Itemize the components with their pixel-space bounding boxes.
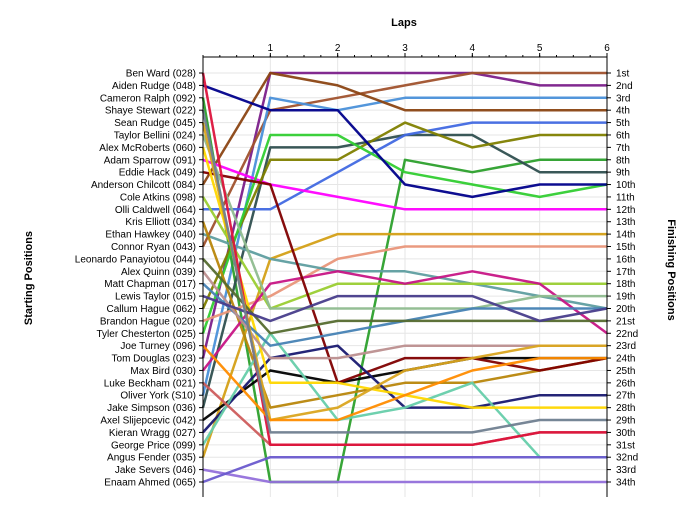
starting-position-label: Cameron Ralph (092): [100, 93, 196, 104]
starting-position-label: Jake Severs (046): [115, 465, 196, 476]
starting-position-label: Brandon Hague (020): [100, 316, 196, 327]
starting-position-label: Olli Caldwell (064): [115, 205, 196, 216]
series-line-27: [201, 72, 607, 447]
starting-position-label: Lewis Taylor (015): [115, 292, 196, 303]
series-lines: [201, 71, 608, 484]
finishing-position-label: 31st: [616, 440, 635, 451]
starting-position-label: Adam Sparrow (091): [104, 155, 196, 166]
starting-position-label: Leonardo Panayiotou (044): [75, 254, 196, 265]
y-axis-title-left: Starting Positions: [23, 231, 35, 325]
axes: [199, 53, 611, 497]
finishing-position-label: 3rd: [616, 93, 630, 104]
series-line-9: [201, 121, 607, 310]
finishing-position-label: 6th: [616, 130, 630, 141]
starting-position-label: Alex Quinn (039): [121, 267, 196, 278]
finishing-position-label: 17th: [616, 267, 635, 278]
x-tick-label: 3: [402, 43, 408, 54]
starting-position-label: Tyler Chesterton (025): [97, 329, 197, 340]
starting-position-label: Ben Ward (028): [126, 69, 196, 80]
series-line-18: [202, 270, 608, 372]
finishing-position-label: 15th: [616, 242, 635, 253]
series-line-31: [202, 294, 608, 323]
finishing-position-label: 11th: [616, 192, 635, 203]
tick-labels: 1 2 3 4 5 6 Ben Ward (028)Aiden Rudge (048)Cam…: [75, 43, 638, 489]
series-line-20: [202, 170, 608, 385]
starting-position-label: Connor Ryan (043): [111, 242, 196, 253]
starting-position-label: Angus Fender (035): [107, 453, 196, 464]
series-line-4: [201, 71, 607, 186]
series-line-10: [201, 133, 608, 334]
finishing-position-label: 27th: [616, 391, 635, 402]
finishing-position-label: 5th: [616, 118, 630, 129]
finishing-position-label: 23rd: [616, 341, 636, 352]
starting-position-label: Joe Turney (096): [120, 341, 196, 352]
finishing-position-label: 20th: [616, 304, 635, 315]
series-line-32: [202, 344, 607, 422]
series-line-11: [202, 84, 607, 199]
starting-position-label: Kieran Wragg (027): [109, 428, 196, 439]
starting-position-label: Sean Rudge (045): [114, 118, 196, 129]
finishing-position-label: 16th: [616, 254, 635, 265]
finishing-position-label: 10th: [616, 180, 635, 191]
series-line-34: [202, 455, 607, 484]
starting-position-label: Enaam Ahmed (065): [104, 478, 196, 489]
series-line-13: [202, 245, 607, 323]
starting-position-label: Kris Elliott (034): [125, 217, 196, 228]
finishing-position-label: 24th: [616, 354, 635, 365]
starting-position-label: Cole Atkins (098): [120, 192, 196, 203]
starting-position-label: Max Bird (030): [130, 366, 196, 377]
finishing-position-label: 13th: [616, 217, 635, 228]
x-tick-label: 1: [268, 43, 274, 54]
finishing-position-label: 9th: [616, 168, 630, 179]
starting-position-label: Tom Douglas (023): [112, 354, 196, 365]
finishing-position-label: 12th: [616, 205, 635, 216]
finishing-position-label: 30th: [616, 428, 635, 439]
finishing-position-label: 29th: [616, 416, 635, 427]
finishing-position-label: 34th: [616, 478, 635, 489]
finishing-position-label: 7th: [616, 143, 630, 154]
finishing-position-label: 19th: [616, 292, 635, 303]
starting-position-label: Shaye Stewart (022): [105, 106, 196, 117]
series-line-25: [201, 134, 607, 310]
starting-position-label: Axel Slijepcevic (042): [100, 416, 196, 427]
x-tick-label: 4: [470, 43, 476, 54]
finishing-position-label: 28th: [616, 403, 635, 414]
starting-position-label: Oliver York (S10): [120, 391, 196, 402]
starting-position-label: Luke Beckham (021): [104, 378, 196, 389]
series-line-7: [203, 121, 607, 211]
starting-position-label: George Price (099): [111, 440, 196, 451]
finishing-position-label: 18th: [616, 279, 635, 290]
starting-position-label: Eddie Hack (049): [119, 168, 196, 179]
starting-position-label: Ethan Hawkey (040): [105, 230, 196, 241]
starting-position-label: Alex McRoberts (060): [99, 143, 196, 154]
finishing-position-label: 21st: [616, 316, 635, 327]
finishing-position-label: 4th: [616, 106, 630, 117]
x-tick-label: 2: [335, 43, 341, 54]
finishing-position-label: 26th: [616, 378, 635, 389]
finishing-position-label: 32nd: [616, 453, 638, 464]
starting-position-label: Jake Simpson (036): [107, 403, 196, 414]
y-axis-title-right: Finishing Positions: [665, 219, 677, 320]
starting-position-label: Callum Hague (062): [107, 304, 197, 315]
finishing-position-label: 33rd: [616, 465, 636, 476]
starting-position-label: Taylor Bellini (024): [114, 130, 196, 141]
finishing-position-label: 22nd: [616, 329, 638, 340]
x-tick-label: 5: [537, 43, 543, 54]
starting-position-label: Matt Chapman (017): [104, 279, 196, 290]
starting-position-label: Aiden Rudge (048): [112, 81, 196, 92]
finishing-position-label: 2nd: [616, 81, 633, 92]
finishing-position-label: 8th: [616, 155, 630, 166]
x-axis-title: Laps: [391, 17, 417, 29]
finishing-position-label: 1st: [616, 69, 630, 80]
finishing-position-label: 25th: [616, 366, 635, 377]
series-line-3: [201, 96, 607, 396]
series-line-33: [201, 109, 607, 434]
x-tick-label: 6: [604, 43, 610, 54]
finishing-position-label: 14th: [616, 230, 635, 241]
series-line-15: [202, 468, 607, 484]
starting-position-label: Anderson Chilcott (084): [91, 180, 196, 191]
